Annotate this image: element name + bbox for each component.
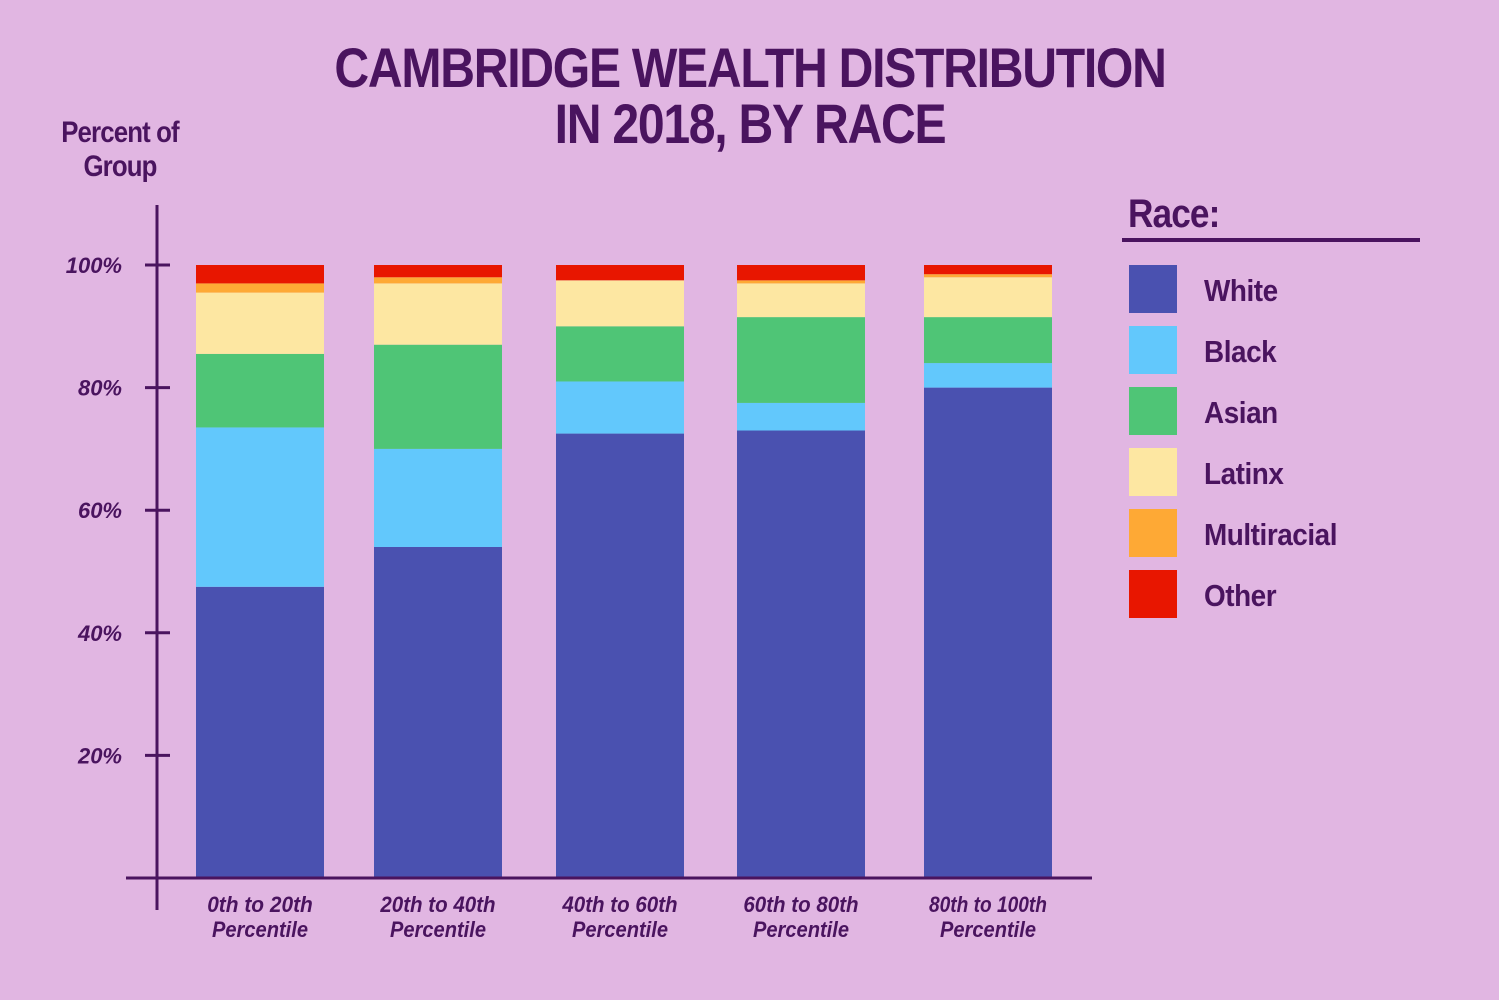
x-tick-label-5-line-1: 80th to 100th: [929, 892, 1047, 917]
legend-swatch-black: [1129, 326, 1177, 374]
bar-segment-asian-4: [737, 317, 865, 403]
bar-segment-asian-3: [556, 326, 684, 382]
bar-segment-black-3: [556, 381, 684, 434]
bar-segment-asian-1: [196, 353, 324, 428]
legend-label-black: Black: [1204, 334, 1277, 369]
chart-title-line-2: IN 2018, BY RACE: [554, 92, 947, 155]
bar-segment-latinx-5: [924, 277, 1052, 318]
bar-segment-white-5: [924, 387, 1052, 878]
x-tick-label-1-line-2: Percentile: [212, 917, 308, 942]
bar-segment-black-5: [924, 363, 1052, 388]
legend-label-asian: Asian: [1204, 395, 1278, 430]
legend-swatch-latinx: [1129, 448, 1177, 496]
bar-segment-multiracial-5: [924, 274, 1052, 278]
x-tick-label-3-line-2: Percentile: [572, 917, 668, 942]
bar-segment-multiracial-4: [737, 280, 865, 284]
bar-segment-multiracial-1: [196, 283, 324, 293]
y-axis-label: Percent of Group: [61, 116, 179, 183]
bar-segment-asian-2: [374, 344, 502, 449]
bar-segment-black-2: [374, 448, 502, 547]
legend-divider: [1122, 238, 1420, 242]
x-tick-label-2-line-1: 20th to 40th: [379, 892, 495, 917]
legend-title: Race:: [1128, 192, 1220, 236]
y-tick-label-40: 40%: [77, 621, 122, 646]
bar-segment-white-2: [374, 546, 502, 878]
chart-title: CAMBRIDGE WEALTH DISTRIBUTION IN 2018, B…: [234, 40, 1266, 152]
x-tick-label-4-line-2: Percentile: [753, 917, 849, 942]
x-tick-label-4-line-1: 60th to 80th: [743, 892, 858, 917]
bar-segment-white-4: [737, 430, 865, 878]
y-tick-label-100: 100%: [66, 253, 122, 278]
bar-segment-other-4: [737, 265, 865, 281]
legend-label-other: Other: [1204, 578, 1277, 613]
chart-title-line-1: CAMBRIDGE WEALTH DISTRIBUTION: [334, 36, 1166, 99]
bar-segment-other-1: [196, 265, 324, 284]
bar-segment-black-4: [737, 402, 865, 431]
bar-segment-latinx-1: [196, 292, 324, 354]
x-tick-label-2-line-2: Percentile: [390, 917, 486, 942]
bar-segment-latinx-4: [737, 283, 865, 318]
bar-segment-other-2: [374, 265, 502, 278]
bar-segment-other-3: [556, 265, 684, 281]
bar-segment-latinx-3: [556, 280, 684, 327]
bar-segment-asian-5: [924, 317, 1052, 364]
legend-swatch-multiracial: [1129, 509, 1177, 557]
legend-label-white: White: [1204, 273, 1278, 308]
y-tick-label-60: 60%: [78, 498, 122, 523]
legend-swatch-white: [1129, 265, 1177, 313]
bar-segment-white-3: [556, 433, 684, 878]
legend-label-multiracial: Multiracial: [1204, 517, 1338, 552]
legend-label-latinx: Latinx: [1204, 456, 1284, 491]
x-tick-label-5-line-2: Percentile: [940, 917, 1036, 942]
y-tick-label-20: 20%: [77, 743, 122, 768]
legend-swatch-asian: [1129, 387, 1177, 435]
bar-segment-other-5: [924, 265, 1052, 275]
bar-segment-multiracial-2: [374, 277, 502, 284]
bar-segment-white-1: [196, 586, 324, 878]
legend-swatch-other: [1129, 570, 1177, 618]
x-tick-label-3-line-1: 40th to 60th: [561, 892, 677, 917]
y-tick-label-80: 80%: [78, 376, 122, 401]
x-tick-label-1-line-1: 0th to 20th: [207, 892, 313, 917]
bar-segment-black-1: [196, 427, 324, 587]
bar-segment-latinx-2: [374, 283, 502, 345]
